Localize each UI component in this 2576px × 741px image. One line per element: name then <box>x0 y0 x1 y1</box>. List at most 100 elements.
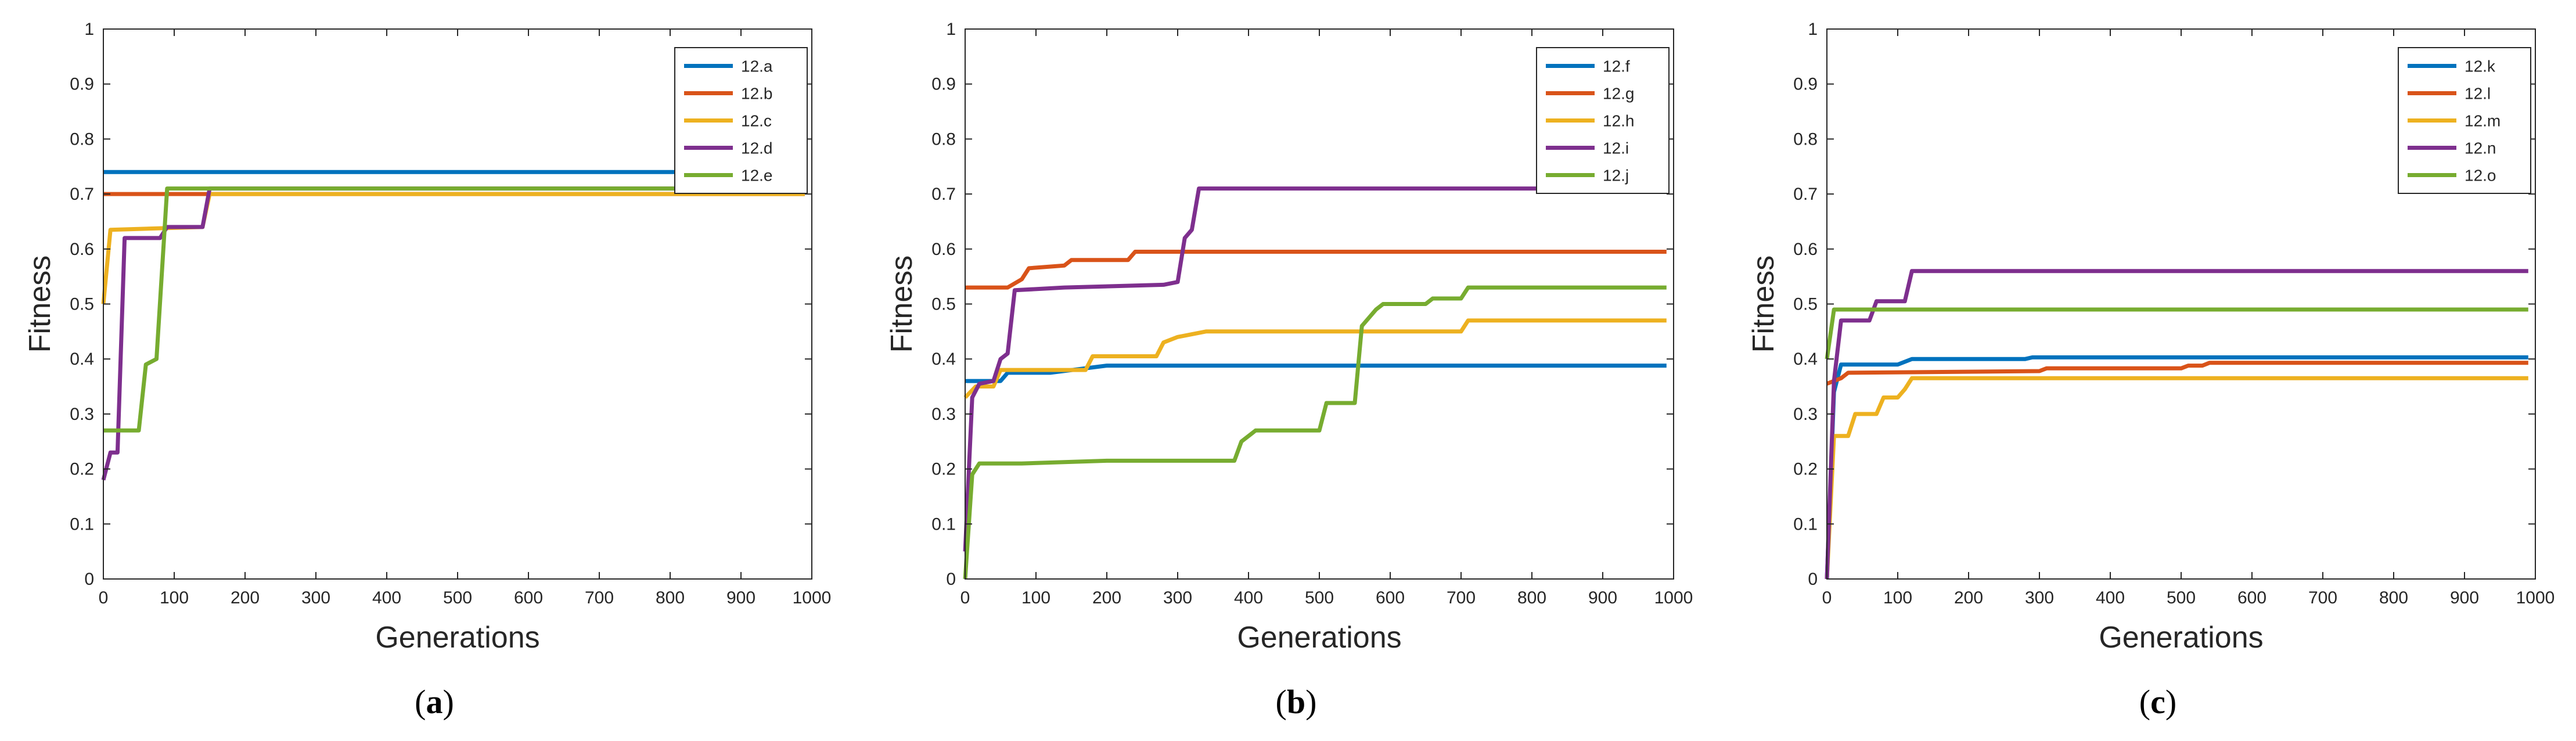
caption-paren-open: ( <box>1276 683 1287 721</box>
y-tick-label: 0.5 <box>70 295 94 314</box>
series-line-12-m <box>1825 376 2528 580</box>
y-tick-label: 0.7 <box>931 185 956 204</box>
x-tick-label: 400 <box>2096 588 2125 607</box>
x-tick-label: 500 <box>443 588 472 607</box>
series-line-12-j <box>963 285 1667 580</box>
legend-entry-12-m: 12.m <box>2465 112 2501 130</box>
x-tick-label: 400 <box>1234 588 1263 607</box>
x-tick-label: 1000 <box>2516 588 2555 607</box>
chart-panel-c: 0 100 200 300 400 500 600 700 800 900 1000 0 0.1 0.2 0… <box>1747 20 2555 721</box>
x-tick-label: 1000 <box>793 588 832 607</box>
y-tick-label: 0.7 <box>1793 185 1818 204</box>
x-tick-label: 100 <box>1021 588 1050 607</box>
x-tick-label: 400 <box>372 588 401 607</box>
x-tick-label: 800 <box>656 588 685 607</box>
x-axis-label: Generations <box>375 621 539 654</box>
y-tick-label: 0.7 <box>70 185 94 204</box>
x-tick-label: 0 <box>1822 588 1832 607</box>
x-tick-label: 600 <box>514 588 543 607</box>
legend-entry-12-h: 12.h <box>1603 112 1635 130</box>
x-tick-label: 500 <box>1305 588 1334 607</box>
y-tick-label: 0.1 <box>70 515 94 534</box>
legend-entry-12-b: 12.b <box>741 85 773 103</box>
caption-paren-close: ) <box>443 683 454 721</box>
caption-paren-close: ) <box>2165 683 2176 721</box>
legend-box <box>1536 47 1670 194</box>
chart-panel-a: 0 100 200 300 400 500 600 700 800 900 1000 0 0.1 0.2 0… <box>23 20 831 721</box>
x-tick-label: 800 <box>2379 588 2408 607</box>
panel-caption: (b) <box>1276 683 1317 721</box>
x-tick-label: 1000 <box>1654 588 1693 607</box>
y-tick-label: 0.9 <box>70 75 94 94</box>
x-tick-label: 100 <box>160 588 189 607</box>
caption-letter: a <box>426 683 443 721</box>
y-tick-label: 0.9 <box>1793 75 1818 94</box>
legend-entry-12-c: 12.c <box>741 112 772 130</box>
x-tick-label: 600 <box>1376 588 1405 607</box>
y-tick-label: 0.5 <box>1793 295 1818 314</box>
x-axis-label: Generations <box>1237 621 1401 654</box>
caption-paren-open: ( <box>415 683 426 721</box>
y-tick-label: 0.6 <box>931 240 956 259</box>
x-tick-label: 300 <box>301 588 330 607</box>
x-tick-label: 700 <box>1447 588 1476 607</box>
y-tick-label: 0.9 <box>931 75 956 94</box>
y-tick-label: 0.4 <box>931 350 956 369</box>
x-tick-label: 800 <box>1517 588 1546 607</box>
legend-entry-12-o: 12.o <box>2465 167 2496 185</box>
y-tick-label: 0 <box>1808 570 1818 589</box>
series-line-12-g <box>965 250 1667 290</box>
caption-paren-close: ) <box>1305 683 1316 721</box>
legend-entry-12-d: 12.d <box>741 139 773 157</box>
y-tick-label: 0 <box>84 570 94 589</box>
y-tick-label: 0.2 <box>70 460 94 479</box>
y-axis-label: Fitness <box>1747 256 1780 353</box>
legend-entry-12-k: 12.k <box>2465 57 2496 75</box>
legend-entry-12-a: 12.a <box>741 57 773 75</box>
legend: 12.f 12.g 12.h 12.i 12.j <box>1536 47 1670 194</box>
x-tick-label: 100 <box>1883 588 1912 607</box>
y-tick-label: 0.3 <box>1793 405 1818 424</box>
y-tick-label: 0.8 <box>1793 130 1818 149</box>
x-tick-label: 500 <box>2167 588 2196 607</box>
legend-entry-12-e: 12.e <box>741 167 773 185</box>
y-tick-label: 0.6 <box>70 240 94 259</box>
x-tick-label: 300 <box>1163 588 1192 607</box>
x-tick-label: 300 <box>2025 588 2054 607</box>
x-tick-label: 200 <box>231 588 260 607</box>
legend-entry-12-n: 12.n <box>2465 139 2496 157</box>
y-tick-label: 1 <box>1808 20 1818 39</box>
x-tick-label: 900 <box>2450 588 2479 607</box>
panel-caption: (c) <box>2139 683 2176 721</box>
y-tick-label: 0.4 <box>1793 350 1818 369</box>
x-axis-label: Generations <box>2099 621 2263 654</box>
series-line-12-d <box>101 186 805 481</box>
y-tick-label: 1 <box>946 20 956 39</box>
y-tick-label: 0.1 <box>1793 515 1818 534</box>
legend-entry-12-f: 12.f <box>1603 57 1630 75</box>
y-tick-label: 0.3 <box>931 405 956 424</box>
y-tick-label: 1 <box>84 20 94 39</box>
series-line-12-h <box>963 318 1667 399</box>
x-tick-label: 200 <box>1092 588 1121 607</box>
y-tick-label: 0 <box>946 570 956 589</box>
y-tick-label: 0.3 <box>70 405 94 424</box>
x-tick-label: 900 <box>726 588 755 607</box>
chart-panel-b: 0 100 200 300 400 500 600 700 800 900 1000 0 0.1 0.2 0… <box>885 20 1693 721</box>
caption-paren-open: ( <box>2139 683 2150 721</box>
y-tick-label: 0.6 <box>1793 240 1818 259</box>
y-tick-label: 0.2 <box>1793 460 1818 479</box>
legend: 12.a 12.b 12.c 12.d 12.e <box>674 47 808 194</box>
legend-entry-12-j: 12.j <box>1603 167 1629 185</box>
legend-entry-12-i: 12.i <box>1603 139 1629 157</box>
y-tick-label: 0.8 <box>70 130 94 149</box>
x-tick-label: 0 <box>99 588 109 607</box>
caption-letter: c <box>2150 683 2165 721</box>
x-tick-label: 200 <box>1954 588 1983 607</box>
x-tick-label: 700 <box>2308 588 2337 607</box>
series-line-12-e <box>103 186 805 433</box>
y-tick-label: 0.2 <box>931 460 956 479</box>
caption-letter: b <box>1287 683 1305 721</box>
y-tick-label: 0.8 <box>931 130 956 149</box>
